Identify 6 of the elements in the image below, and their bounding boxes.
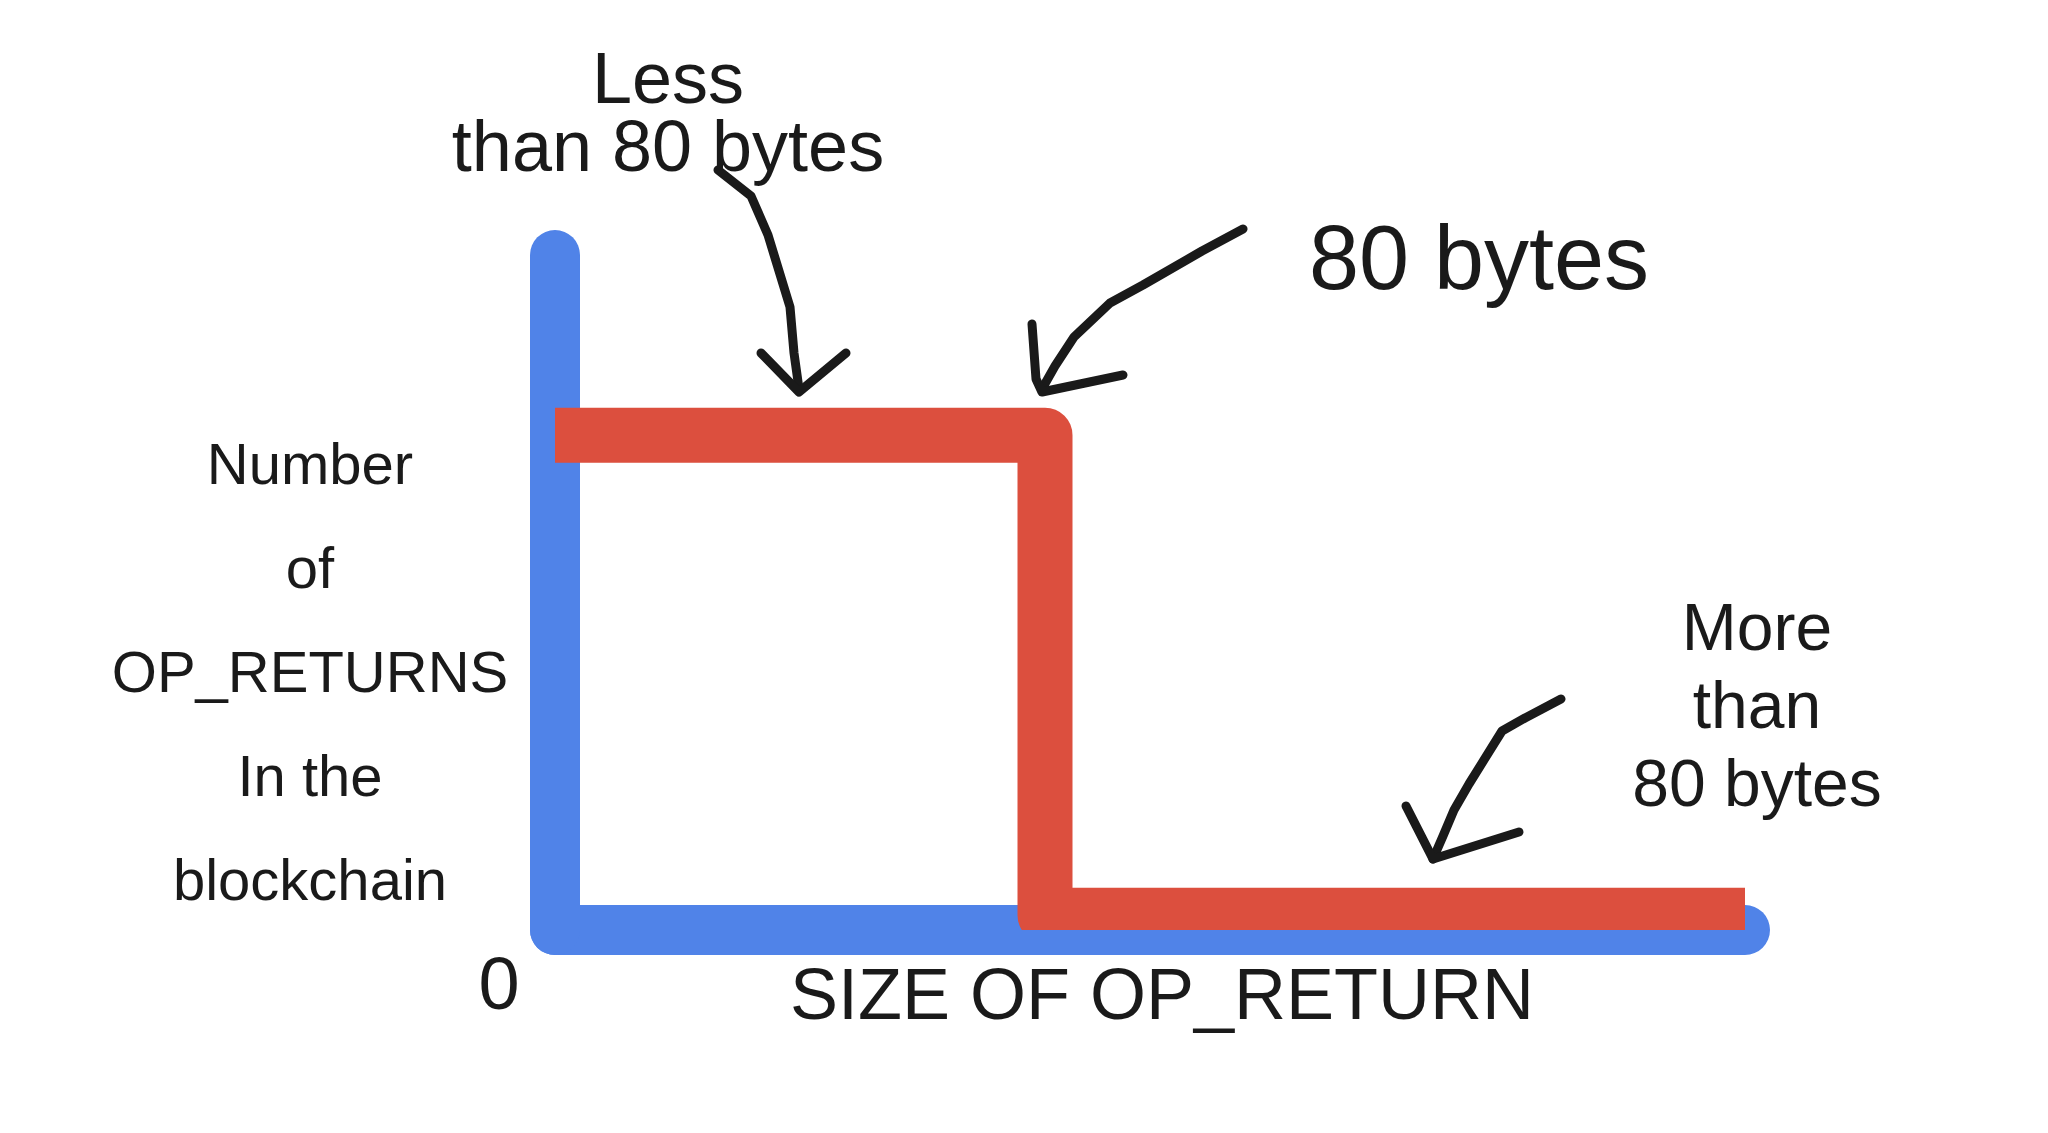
annotation: More than 80 bytes xyxy=(1632,590,1882,820)
text: 80 bytes xyxy=(1308,208,1650,308)
x-axis-title: SIZE OF OP_RETURN xyxy=(789,954,1535,1034)
text: Less than 80 bytes xyxy=(451,38,885,186)
text: 0 xyxy=(478,942,520,1025)
y-axis-title: Number of OP_RETURNS In the blockchain xyxy=(111,431,509,912)
